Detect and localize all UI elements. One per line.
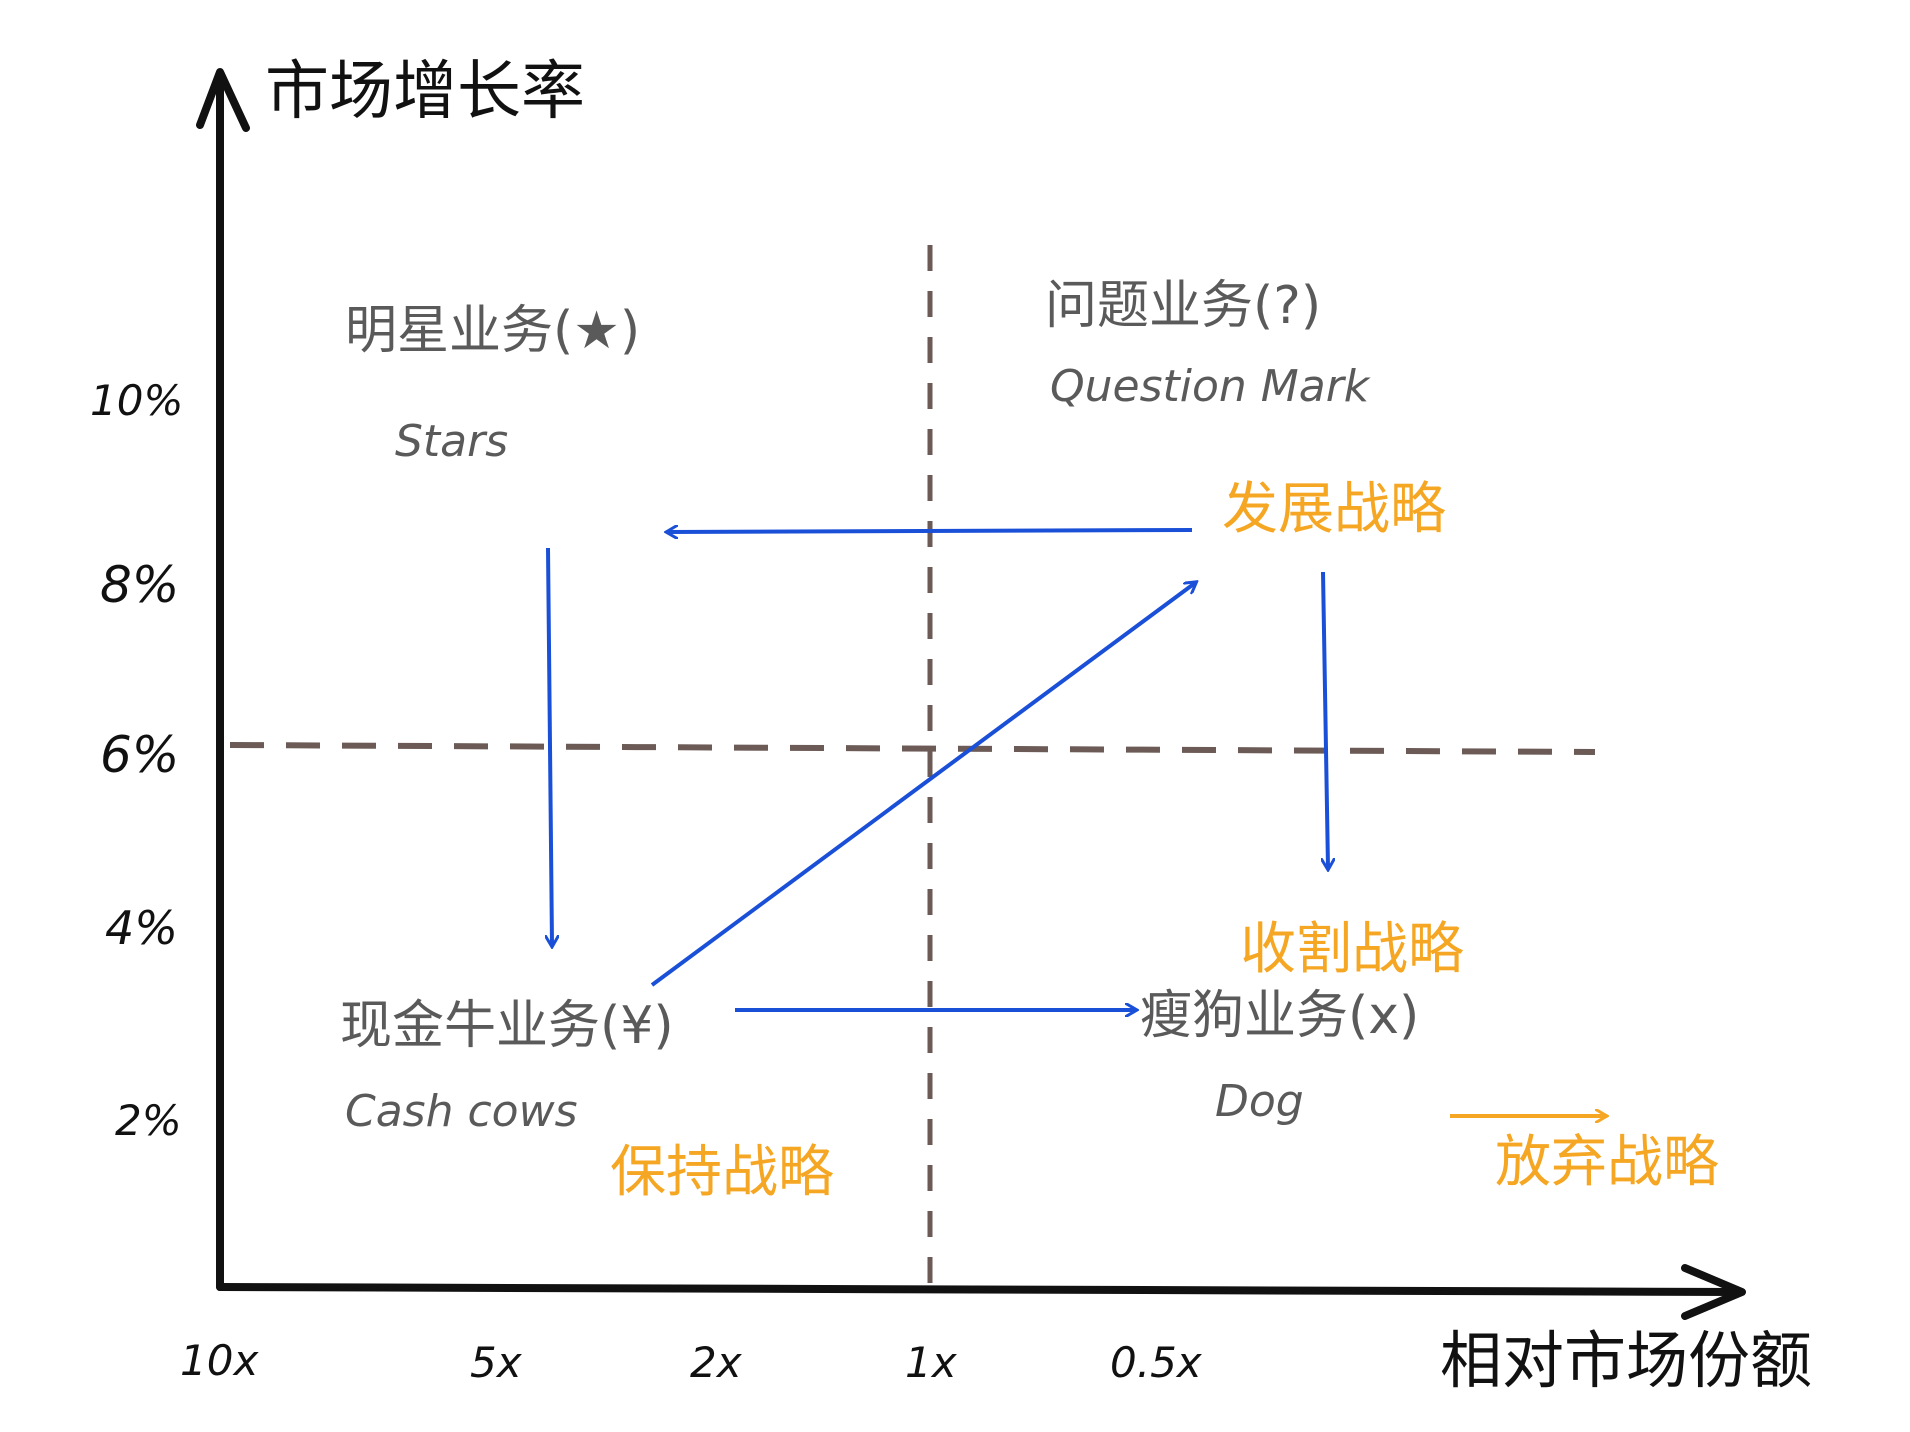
strategy-harvest: 收割战略: [1240, 917, 1464, 982]
y-tick-10: 10%: [90, 376, 184, 425]
strategy-develop: 发展战略: [1222, 477, 1446, 542]
x-tick-5x: 5x: [470, 1338, 522, 1387]
arrow-question-to-dog: [1323, 571, 1328, 868]
x-tick-1x: 1x: [905, 1338, 957, 1387]
dog-label-zh: 瘦狗业务(x): [1140, 986, 1420, 1046]
cash-label-en: Cash cows: [345, 1086, 578, 1137]
stars-label-en: Stars: [395, 416, 509, 467]
x-axis-line: [216, 1283, 1744, 1296]
y-axis-arrowhead: [196, 68, 250, 132]
arrow-cash-to-question: [650, 583, 1195, 987]
dog-label-en: Dog: [1215, 1076, 1304, 1127]
x-tick-0.5x: 0.5x: [1110, 1338, 1202, 1387]
y-axis-title: 市场增长率: [265, 55, 585, 129]
question-label-zh: 问题业务(?): [1045, 276, 1322, 336]
cash-label-zh: 现金牛业务(¥): [340, 996, 674, 1056]
y-tick-2: 2%: [115, 1096, 182, 1145]
y-tick-8: 8%: [100, 556, 180, 614]
question-label-en: Question Mark: [1050, 361, 1370, 412]
arrow-stars-to-cash: [548, 547, 552, 945]
horizontal-divider-line: [229, 742, 1596, 755]
x-axis-arrowhead: [1681, 1264, 1746, 1320]
strategy-divest: 放弃战略: [1495, 1130, 1719, 1195]
strategy-hold: 保持战略: [610, 1140, 834, 1205]
x-tick-2x: 2x: [690, 1338, 742, 1387]
y-tick-4: 4%: [105, 901, 178, 955]
x-tick-10x: 10x: [180, 1336, 259, 1385]
stars-label-zh: 明星业务(★): [345, 301, 641, 361]
y-tick-6: 6%: [100, 726, 180, 784]
x-axis-title: 相对市场份额: [1440, 1324, 1813, 1397]
arrow-question-to-stars: [668, 530, 1193, 532]
